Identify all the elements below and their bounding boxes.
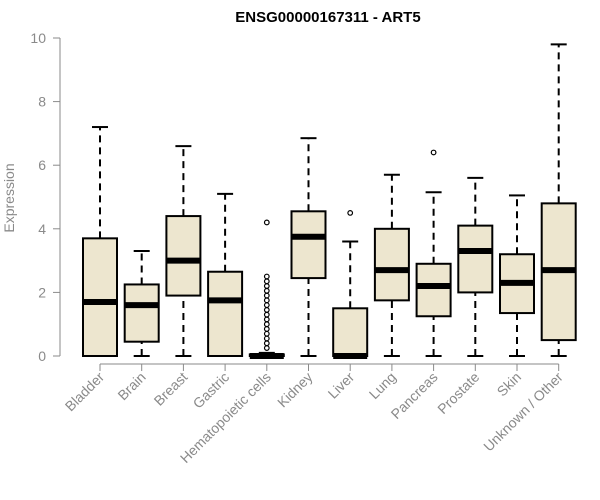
outlier-point — [263, 340, 270, 347]
box-2 — [165, 145, 202, 357]
box-5 — [290, 137, 327, 357]
box-4 — [248, 219, 285, 359]
y-tick-label: 2 — [38, 284, 46, 300]
outlier-point — [263, 345, 270, 351]
outlier-point — [263, 302, 270, 309]
box-7 — [373, 173, 410, 357]
x-tick-label: Bladder — [62, 369, 108, 415]
boxes-group — [82, 43, 577, 359]
box-body — [373, 227, 410, 302]
box-0 — [82, 126, 118, 357]
x-tick-label: Breast — [151, 369, 191, 409]
box-body — [165, 215, 202, 297]
y-axis-label: Expression — [1, 163, 17, 232]
outlier-point — [347, 209, 354, 216]
y-tick-label: 6 — [38, 157, 46, 173]
box-body — [415, 262, 452, 318]
y-tick-label: 0 — [38, 348, 46, 364]
x-tick-label: Liver — [325, 369, 358, 402]
y-axis: 0 2 4 6 8 10 — [30, 30, 61, 364]
x-tick-label: Unknown / Other — [480, 369, 566, 455]
outlier-point — [263, 278, 270, 285]
box-3 — [207, 192, 244, 358]
outlier-point — [263, 316, 270, 323]
x-tick-label: Prostate — [434, 369, 482, 417]
box-11 — [540, 43, 577, 357]
x-tick-label: Lung — [366, 369, 399, 402]
y-tick-label: 10 — [30, 30, 46, 46]
outlier-point — [263, 335, 270, 342]
outlier-point — [263, 297, 270, 304]
outlier-point — [263, 311, 270, 318]
box-6 — [332, 209, 369, 359]
box-body — [290, 210, 327, 280]
outlier-point — [263, 287, 270, 294]
outlier-point — [430, 149, 437, 156]
outlier-point — [263, 292, 270, 299]
y-tick-label: 8 — [38, 94, 46, 110]
outlier-point — [263, 306, 270, 313]
box-10 — [499, 194, 535, 357]
x-tick-label: Kidney — [274, 369, 316, 411]
box-8 — [415, 149, 452, 357]
box-body — [332, 307, 369, 357]
box-1 — [123, 250, 160, 357]
box-body — [457, 224, 494, 294]
chart-title: ENSG00000167311 - ART5 — [235, 9, 420, 26]
y-tick-label: 4 — [38, 221, 46, 237]
outlier-point — [263, 273, 270, 280]
outlier-point — [263, 283, 270, 289]
box-body — [207, 270, 244, 358]
outlier-point — [263, 330, 270, 337]
x-tick-label: Brain — [114, 369, 148, 403]
outlier-point — [263, 326, 270, 332]
box-body — [82, 237, 118, 357]
outlier-point — [263, 321, 270, 328]
x-tick-label: Skin — [494, 369, 525, 400]
box-body — [123, 283, 160, 343]
outlier-point — [263, 219, 270, 226]
box-9 — [457, 176, 494, 357]
